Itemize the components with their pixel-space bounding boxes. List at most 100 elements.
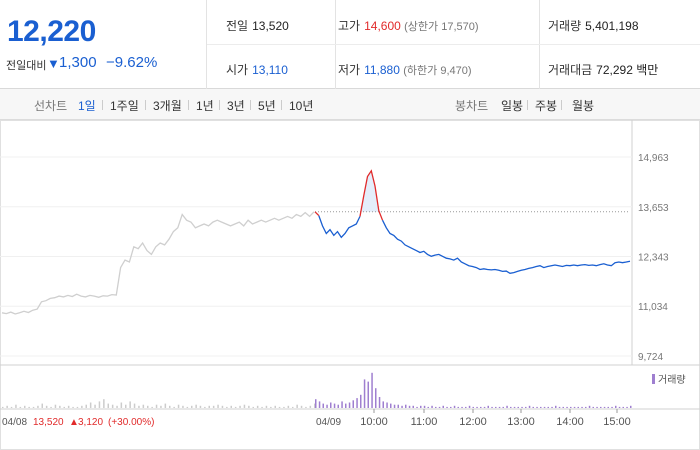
tab-10-years[interactable]: 10년	[289, 99, 314, 113]
prev-day-volume-bar	[129, 401, 131, 408]
today-volume-bar	[382, 401, 384, 408]
today-volume-bar	[551, 406, 553, 408]
current-price: 12,220	[7, 15, 96, 48]
current-price-box: 12,220 전일대비 ▼ 1,300 −9.62%	[0, 0, 207, 89]
prev-day-volume-bar	[98, 401, 101, 408]
today-volume-bar	[521, 406, 523, 408]
tab-monthly-candle[interactable]: 월봉	[572, 99, 595, 113]
today-volume-bar	[375, 388, 377, 408]
today-line-above-prev	[359, 169, 384, 221]
prev-day-volume-bar	[125, 404, 127, 408]
today-volume-bar	[570, 406, 572, 408]
stat-amount: 거래대금 72,292 백만	[548, 63, 659, 77]
today-volume-bar	[318, 401, 321, 408]
today-volume-bar	[487, 405, 489, 408]
tab-3-months[interactable]: 3개월	[153, 99, 182, 113]
prev-day-volume-bar	[116, 405, 118, 408]
today-volume-bar	[465, 406, 467, 408]
today-volume-bar	[461, 406, 463, 408]
down-arrow-icon: ▼	[47, 56, 60, 71]
today-volume-bar	[423, 405, 426, 408]
today-volume-bar	[498, 406, 501, 408]
prev-day-volume-bar	[76, 406, 79, 408]
stat-high: 고가 14,600 (상한가 17,570)	[338, 19, 479, 33]
today-volume-bar	[495, 406, 497, 408]
stat-open: 시가 13,110	[226, 63, 288, 77]
stat-volume: 거래량 5,401,198	[548, 19, 639, 33]
today-volume-bar	[630, 405, 632, 408]
x-tick-label: 10:00	[360, 416, 388, 428]
prev-day-volume-bar	[32, 406, 35, 408]
chart-border	[0, 120, 700, 450]
prev-day-volume-bar	[15, 404, 17, 408]
prev-day-volume-bar	[199, 405, 202, 408]
today-volume-bar	[483, 406, 486, 408]
tab-1-day[interactable]: 1일	[78, 99, 96, 113]
today-volume-bar	[397, 404, 399, 408]
prev-day-volume-bar	[204, 406, 206, 408]
volume-legend-swatch	[652, 374, 655, 384]
prev-day-volume-bar	[147, 405, 149, 408]
compare-label: 전일대비	[6, 60, 47, 72]
today-volume-bar	[566, 406, 568, 408]
today-line-below-prev	[318, 215, 361, 239]
today-volume-bar	[547, 406, 549, 408]
prev-day-volume-bar	[67, 405, 70, 408]
today-volume-bar	[577, 406, 579, 408]
prev-day-volume-bar	[186, 406, 189, 408]
tab-weekly-candle[interactable]: 주봉	[535, 99, 558, 113]
today-line-below-prev	[381, 219, 631, 274]
stat-low: 저가 11,880 (하한가 9,470)	[338, 63, 472, 77]
prev-day-summary: 04/08 13,520 ▲ 3,120 (+30.00%) 04/09	[2, 417, 341, 428]
prev-day-volume-bar	[160, 405, 162, 408]
prev-day-volume-bar	[234, 406, 237, 408]
prev-day-volume-bar	[133, 403, 136, 408]
today-volume-bar	[442, 405, 444, 408]
tab-1-week[interactable]: 1주일	[110, 99, 139, 113]
prev-day-volume-bar	[120, 402, 123, 408]
prev-day-volume-bar	[138, 405, 140, 408]
prev-day-volume-bar	[256, 405, 259, 408]
today-volume-bar	[352, 400, 354, 408]
today-volume-bar	[513, 406, 516, 408]
chart-grid	[0, 120, 700, 450]
x-tick-label: 13:00	[507, 416, 535, 428]
today-volume-bar	[322, 403, 324, 408]
y-tick-label: 13,653	[638, 203, 669, 214]
today-volume-bar	[341, 401, 343, 408]
prev-day-volume-bar	[274, 405, 276, 408]
today-volume-bar	[371, 372, 373, 408]
tab-1-year[interactable]: 1년	[196, 99, 214, 113]
today-volume-bar	[390, 403, 392, 408]
today-volume-bar	[416, 406, 418, 408]
prev-day-volume-bar	[45, 405, 48, 408]
tab-5-years[interactable]: 5년	[258, 99, 276, 113]
chart-period-tabs: 선차트 1일 1주일 3개월 1년 3년 5년 10년 봉차트 일봉 주봉 월봉	[0, 89, 700, 120]
prev-day-volume-bar	[314, 403, 316, 408]
prev-day-volume-bar	[305, 406, 307, 408]
prev-day-volume-bar	[63, 406, 65, 408]
prev-day-volume-bar	[155, 404, 158, 408]
today-date: 04/09	[316, 417, 341, 428]
tab-daily-candle[interactable]: 일봉	[501, 99, 524, 113]
prev-day-volume-bar	[212, 405, 215, 408]
tab-3-years[interactable]: 3년	[227, 99, 245, 113]
prev-day-volume-bar	[6, 405, 8, 408]
today-volume-bar	[626, 406, 628, 408]
prev-day-volume-bar	[195, 404, 197, 408]
y-tick-label: 14,963	[638, 153, 669, 164]
prev-day-volume-bar	[111, 404, 114, 408]
y-tick-label: 12,343	[638, 253, 669, 264]
prev-day-volume-bar	[94, 404, 96, 408]
today-volume-bar	[540, 406, 542, 408]
today-volume-bar	[401, 405, 403, 408]
prev-day-volume-bar	[182, 405, 184, 408]
prev-day-volume-bar	[300, 405, 303, 408]
today-volume-bar	[420, 405, 422, 408]
today-volume-bar	[408, 405, 411, 408]
today-volume-bar	[532, 406, 534, 408]
today-volume-bar	[356, 398, 358, 408]
today-volume-bar	[468, 405, 471, 408]
prev-day-volume-bar	[309, 405, 312, 408]
prev-day-volume-bar	[283, 406, 285, 408]
